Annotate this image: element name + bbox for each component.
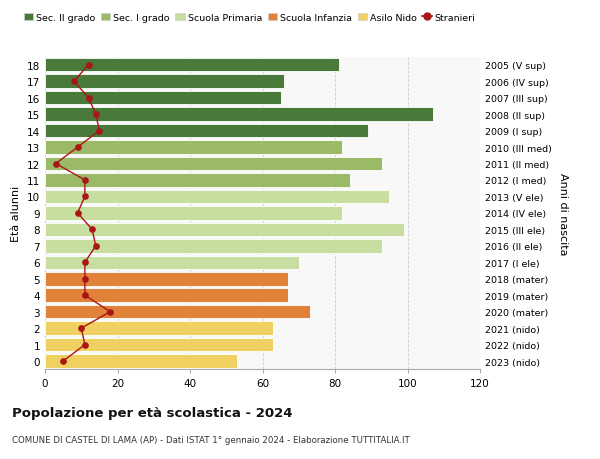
Bar <box>45 240 382 253</box>
Bar <box>45 59 338 73</box>
Y-axis label: Anni di nascita: Anni di nascita <box>559 172 568 255</box>
Bar <box>45 190 389 204</box>
Bar <box>45 289 288 302</box>
Bar <box>45 108 433 122</box>
Bar <box>45 157 382 171</box>
Bar <box>45 338 274 352</box>
Y-axis label: Età alunni: Età alunni <box>11 185 22 241</box>
Bar <box>45 141 342 155</box>
Bar <box>45 124 368 138</box>
Legend: Sec. II grado, Sec. I grado, Scuola Primaria, Scuola Infanzia, Asilo Nido, Stran: Sec. II grado, Sec. I grado, Scuola Prim… <box>23 14 475 22</box>
Bar <box>45 174 349 187</box>
Bar <box>45 322 274 335</box>
Bar <box>45 75 284 89</box>
Bar <box>45 354 237 368</box>
Bar <box>45 272 288 286</box>
Bar <box>45 256 299 269</box>
Bar <box>45 92 281 105</box>
Bar <box>45 223 404 236</box>
Text: COMUNE DI CASTEL DI LAMA (AP) - Dati ISTAT 1° gennaio 2024 - Elaborazione TUTTIT: COMUNE DI CASTEL DI LAMA (AP) - Dati IST… <box>12 435 410 444</box>
Bar <box>45 207 342 220</box>
Text: Popolazione per età scolastica - 2024: Popolazione per età scolastica - 2024 <box>12 406 293 419</box>
Bar <box>45 305 310 319</box>
